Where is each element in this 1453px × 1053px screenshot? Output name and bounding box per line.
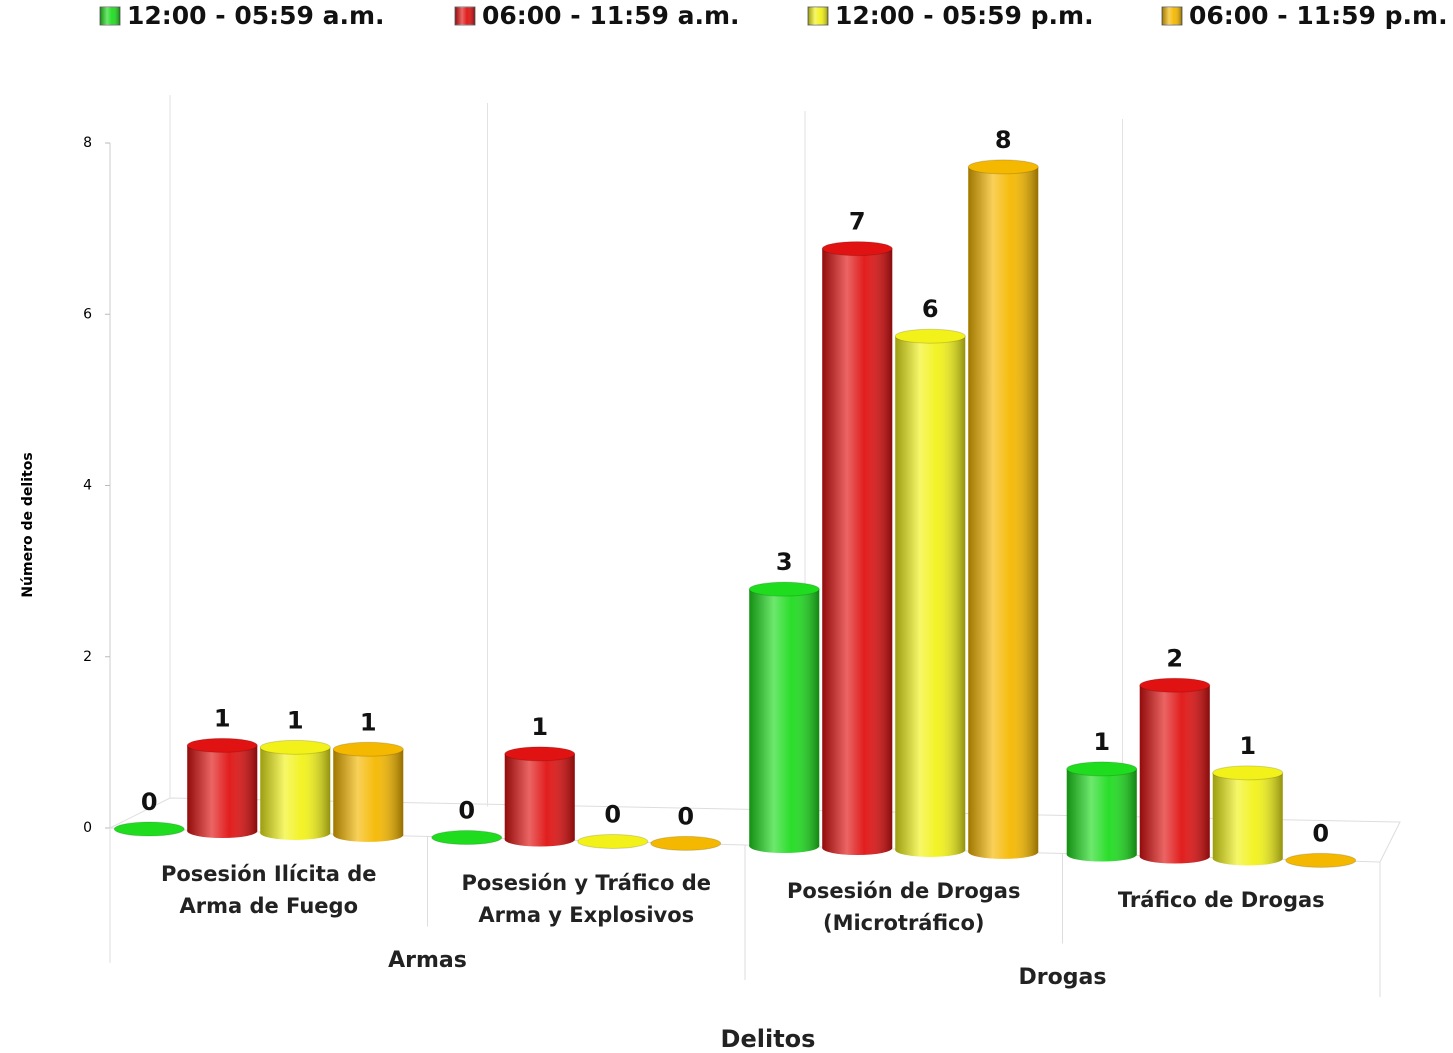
- data-label: 6: [922, 295, 939, 323]
- y-tick-label: 6: [83, 306, 92, 322]
- bar-body-shade: [1212, 772, 1283, 859]
- bar-top: [1066, 761, 1138, 777]
- legend-label: 12:00 - 05:59 p.m.: [835, 1, 1094, 30]
- y-tick-label: 4: [83, 478, 92, 494]
- bar-body-shade: [1066, 768, 1137, 855]
- legend-swatch-shade: [808, 7, 828, 25]
- x-tick-label: Posesión Ilícita de Arma de Fuego: [160, 862, 377, 919]
- bar-body-shade: [749, 589, 820, 847]
- x-tick-label: Tráfico de Drogas: [1117, 887, 1325, 912]
- y-axis-label: Número de delitos: [20, 452, 36, 597]
- bar-top: [504, 746, 576, 762]
- data-label: 1: [287, 706, 304, 734]
- data-label: 8: [995, 126, 1012, 154]
- bar-body-shade: [895, 336, 966, 850]
- data-label: 7: [849, 208, 866, 236]
- bar: [259, 739, 331, 840]
- bar: [1212, 765, 1284, 866]
- data-label: 0: [1312, 819, 1329, 847]
- bar-top: [1139, 677, 1211, 693]
- bar: [504, 746, 576, 847]
- bar: [748, 581, 820, 854]
- legend-swatch-shade: [1162, 7, 1182, 25]
- bar: [967, 159, 1039, 859]
- bar-top: [577, 833, 649, 849]
- bar-top: [186, 737, 258, 753]
- x-tick-label: Posesión y Tráfico de Arma y Explosivos: [461, 870, 712, 927]
- bar-body-shade: [504, 753, 575, 840]
- data-label: 0: [458, 797, 475, 825]
- bar: [894, 328, 966, 857]
- group-label: Drogas: [1018, 964, 1107, 990]
- data-label: 3: [776, 548, 793, 576]
- x-tick-label: Posesión de Drogas (Microtráfico): [787, 879, 1021, 936]
- bar: [1066, 761, 1138, 862]
- bar: [113, 821, 185, 837]
- data-label: 0: [604, 800, 621, 828]
- y-tick-label: 2: [83, 649, 92, 665]
- bar-top: [748, 581, 820, 597]
- legend-label: 06:00 - 11:59 p.m.: [1189, 1, 1448, 30]
- data-label: 1: [214, 704, 231, 732]
- bar: [186, 737, 258, 839]
- data-label: 2: [1166, 644, 1183, 672]
- y-tick-label: 0: [83, 820, 92, 836]
- bar-top: [431, 830, 503, 846]
- bar: [1285, 852, 1357, 868]
- data-label: 1: [1239, 732, 1256, 760]
- data-label: 1: [1093, 728, 1110, 756]
- bar: [821, 241, 893, 856]
- bar: [577, 833, 649, 849]
- bar-top: [1212, 765, 1284, 781]
- bar-top: [259, 739, 331, 755]
- group-label: Armas: [388, 947, 467, 973]
- data-label: 0: [141, 788, 158, 816]
- bar-top: [113, 821, 185, 837]
- bar: [650, 835, 722, 851]
- data-label: 0: [677, 802, 694, 830]
- legend-label: 06:00 - 11:59 a.m.: [482, 1, 740, 30]
- bar: [1139, 677, 1211, 864]
- bar-body-shade: [822, 248, 893, 849]
- legend-swatch-shade: [100, 7, 120, 25]
- data-label: 1: [531, 713, 548, 741]
- bar-top: [332, 741, 404, 757]
- bar-body-shade: [1139, 685, 1210, 857]
- bar: [431, 830, 503, 846]
- x-axis-label: Delitos: [721, 1025, 816, 1053]
- bar-body-shade: [187, 745, 258, 832]
- bar: [332, 741, 404, 842]
- bar-top: [967, 159, 1039, 175]
- bar-top: [1285, 852, 1357, 868]
- legend-label: 12:00 - 05:59 a.m.: [127, 1, 385, 30]
- bar-top: [821, 241, 893, 257]
- bar-top: [650, 835, 722, 851]
- bar-top: [894, 328, 966, 344]
- legend-swatch-shade: [455, 7, 475, 25]
- data-label: 1: [360, 708, 377, 736]
- bar-body-shade: [260, 747, 331, 833]
- bar-body-shade: [333, 749, 404, 835]
- bar-body-shade: [968, 166, 1039, 852]
- y-tick-label: 8: [83, 135, 92, 151]
